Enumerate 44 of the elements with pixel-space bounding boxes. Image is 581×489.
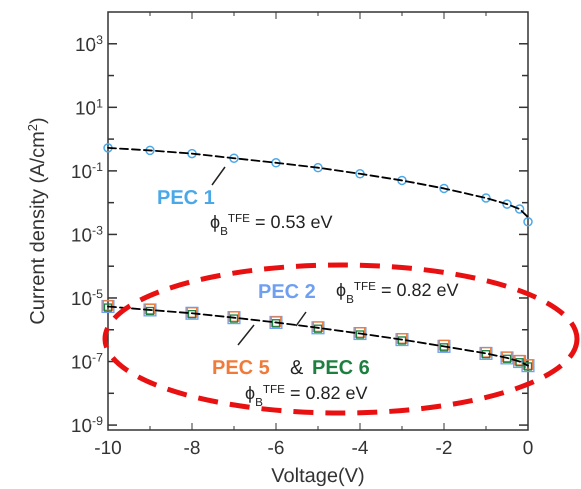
point (228, 311, 240, 322)
x-tick-label: -10 (94, 438, 122, 459)
series-label: PEC 1 (157, 187, 215, 209)
x-tick-label: -2 (436, 438, 452, 459)
point (502, 199, 512, 209)
point (354, 327, 366, 338)
series-label: PEC 2 (258, 281, 316, 303)
point (397, 176, 407, 186)
annotation: ϕ$_{B}$$^{TFE}$ = 0.53 eV (210, 212, 333, 238)
y-tick-label: 10$^{1}$ (74, 96, 104, 120)
x-tick-label: 0 (522, 438, 534, 459)
x-axis-title: Voltage(V) (271, 465, 365, 487)
y-tick-label: 10$^{-9}$ (70, 414, 104, 438)
point (313, 162, 323, 172)
annotation: ϕ$_{B}$$^{TFE}$ = 0.82 eV (245, 382, 368, 408)
point (103, 143, 113, 153)
y-tick-label: 10$^{-5}$ (70, 286, 104, 310)
y-tick-label: 10$^{3}$ (74, 32, 104, 56)
point (522, 359, 534, 370)
point (521, 359, 535, 372)
annotation: ϕ$_{B}$$^{TFE}$ = 0.82 eV (336, 280, 459, 306)
point (187, 148, 197, 158)
point (396, 333, 408, 344)
point (439, 184, 449, 194)
point (229, 153, 239, 163)
series-label: PEC 5 (212, 357, 270, 379)
point (523, 217, 533, 227)
point (102, 300, 114, 311)
point (514, 204, 524, 214)
y-tick-label: 10$^{-7}$ (70, 350, 104, 374)
x-tick-label: -4 (352, 438, 369, 459)
point (514, 354, 525, 366)
point (145, 146, 155, 156)
annotation: & (290, 357, 304, 379)
point (481, 193, 491, 203)
point (513, 354, 526, 368)
point (438, 340, 450, 350)
x-tick-label: -6 (268, 438, 284, 459)
y-tick-label: 10$^{-3}$ (70, 223, 104, 246)
y-tick-label: 10$^{-1}$ (70, 160, 104, 183)
point (271, 158, 281, 168)
point (355, 169, 365, 179)
series-label: PEC 6 (312, 357, 370, 379)
x-tick-label: -8 (184, 438, 200, 459)
